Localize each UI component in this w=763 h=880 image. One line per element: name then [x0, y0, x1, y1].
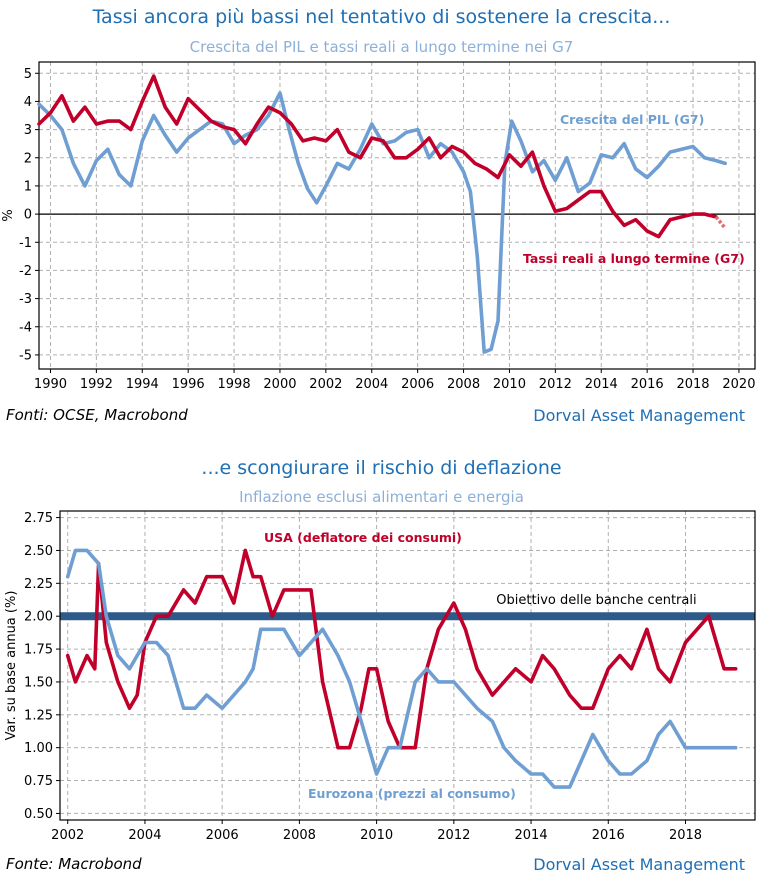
y-tick-label: -3 — [19, 292, 32, 307]
series-label-1: Tassi reali a lungo termine (G7) — [523, 251, 745, 266]
y-tick-label: 0.50 — [24, 807, 53, 822]
series-line-0 — [37, 91, 728, 354]
y-tick-label: 5 — [24, 67, 32, 82]
x-tick-label: 2014 — [585, 377, 618, 392]
plot-frame — [59, 510, 756, 821]
y-tick-label: -2 — [19, 264, 32, 279]
x-tick-label: 2006 — [206, 828, 239, 843]
x-tick-label: 2018 — [669, 828, 702, 843]
x-tick-label: 2016 — [631, 377, 664, 392]
x-tick-label: 2002 — [309, 377, 342, 392]
series-line-1 — [65, 548, 738, 789]
y-tick-label: -1 — [19, 236, 32, 251]
series-label-1: Eurozona (prezzi al consumo) — [308, 786, 516, 801]
series-label-0: USA (deflatore dei consumi) — [264, 530, 462, 545]
x-tick-label: 2010 — [360, 828, 393, 843]
chart2-source: Fonte: Macrobond — [6, 855, 142, 873]
x-tick-label: 2002 — [51, 828, 84, 843]
y-tick-label: 2.25 — [24, 577, 53, 592]
x-tick-label: 2004 — [355, 377, 388, 392]
series-line-1 — [37, 74, 718, 239]
y-tick-label: 1.50 — [24, 675, 53, 690]
chart2-subtitle: Inflazione esclusi alimentari e energia — [239, 488, 524, 506]
plot-frame — [38, 61, 756, 370]
series-label-0: Crescita del PIL (G7) — [560, 112, 704, 127]
chart1-title: Tassi ancora più bassi nel tentativo di … — [92, 6, 671, 28]
x-tick-label: 2000 — [263, 377, 296, 392]
x-tick-label: 2004 — [128, 828, 161, 843]
y-tick-label: 2 — [24, 151, 32, 166]
x-tick-label: 2012 — [437, 828, 470, 843]
chart1: -5 -4 -3 -2 -1 0 1 2 3 4 5 1990 1992 1994 1996 1998 2000… — [1, 61, 756, 392]
y-axis-label: % — [1, 209, 16, 221]
x-tick-label: 2016 — [592, 828, 625, 843]
series-line-0 — [65, 548, 738, 750]
y-tick-label: -5 — [19, 348, 32, 363]
y-tick-label: 1.00 — [24, 741, 53, 756]
y-tick-label: 0 — [24, 208, 32, 223]
y-tick-label: -4 — [19, 320, 32, 335]
series-tail — [714, 215, 727, 230]
y-axis-label: Var. su base annua (%) — [4, 591, 19, 741]
y-tick-label: 1 — [24, 179, 32, 194]
y-tick-label: 2.00 — [24, 610, 53, 625]
x-tick-label: 1998 — [218, 377, 251, 392]
y-tick-label: 3 — [24, 123, 32, 138]
x-tick-label: 2018 — [676, 377, 709, 392]
x-tick-label: 2020 — [722, 377, 755, 392]
x-tick-label: 1996 — [172, 377, 205, 392]
x-tick-label: 2014 — [515, 828, 548, 843]
y-tick-label: 1.25 — [24, 708, 53, 723]
chart2-brand: Dorval Asset Management — [533, 855, 745, 874]
x-tick-label: 1992 — [80, 377, 113, 392]
y-tick-label: 4 — [24, 95, 32, 110]
chart1-source: Fonti: OCSE, Macrobond — [6, 406, 188, 424]
y-tick-label: 2.75 — [24, 511, 53, 526]
y-tick-label: 1.75 — [24, 643, 53, 658]
x-tick-label: 1994 — [126, 377, 159, 392]
x-tick-label: 2010 — [493, 377, 526, 392]
x-tick-label: 2008 — [447, 377, 480, 392]
x-tick-label: 2006 — [401, 377, 434, 392]
x-tick-label: 2012 — [539, 377, 572, 392]
x-tick-label: 1990 — [34, 377, 67, 392]
x-tick-label: 2008 — [283, 828, 316, 843]
chart2-title: ...e scongiurare il rischio di deflazion… — [201, 457, 562, 479]
y-tick-label: 2.50 — [24, 544, 53, 559]
target-label: Obiettivo delle banche centrali — [496, 593, 696, 608]
y-tick-label: 0.75 — [24, 774, 53, 789]
chart1-brand: Dorval Asset Management — [533, 406, 745, 425]
chart1-subtitle: Crescita del PIL e tassi reali a lungo t… — [189, 38, 574, 56]
